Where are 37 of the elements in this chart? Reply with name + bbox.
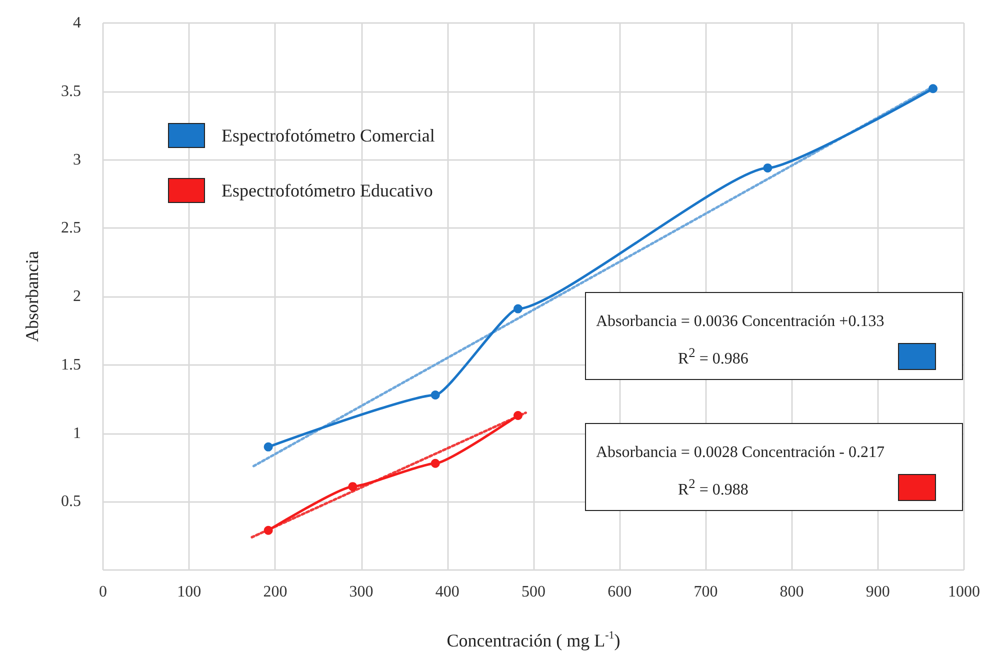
y-tick-label: 0.5 [61, 493, 81, 510]
point [514, 304, 522, 314]
point [514, 410, 522, 420]
y-tick-label: 1.5 [61, 356, 81, 374]
annotation: Absorbancia = 0.0028 Concentración - 0.217 [596, 444, 885, 462]
y-tick-label: 2.5 [61, 220, 81, 237]
point [264, 442, 273, 452]
point [430, 458, 440, 468]
y-tick-label: 3.5 [61, 82, 81, 100]
point [348, 482, 358, 492]
annotation: Absorbancia = 0.0036 Concentración +0.133 [596, 313, 884, 331]
x-tick-label: 500 [522, 584, 546, 600]
x-tick-label: 600 [608, 584, 632, 600]
point [430, 390, 440, 400]
y-tick-label: 3 [73, 151, 81, 168]
x-tick-label: 300 [349, 584, 374, 600]
annotation: R$^{2}$ = 0.988 [678, 476, 748, 500]
x-tick-label: 400 [435, 584, 460, 600]
x-tick-label: 100 [177, 584, 202, 600]
y-axis-title: Absorbancia [22, 251, 42, 342]
equation-box: Absorbancia = 0.0036 Concentración +0.133 R$^{2}$ = 0.986 [585, 292, 963, 380]
x-tick-label: 200 [263, 584, 288, 600]
point [928, 84, 938, 94]
x-tick-label: 700 [694, 584, 718, 600]
legend-label: Espectrofotómetro Educativo [222, 180, 433, 200]
x-tick-label: 1000 [948, 584, 980, 600]
point [763, 163, 772, 172]
y-tick-label: 4 [73, 14, 81, 32]
y-tick-label: 1 [73, 424, 81, 442]
equation-box: Absorbancia = 0.0028 Concentración - 0.217 R$^{2}$ = 0.988 [585, 423, 963, 511]
x-tick-label: 900 [866, 584, 890, 600]
x-tick-label: 0 [99, 584, 107, 600]
point [264, 526, 273, 535]
y-tick-label: 2 [73, 288, 81, 305]
legend-label: Espectrofotómetro Comercial [222, 126, 435, 146]
annotation: R$^{2}$ = 0.986 [678, 345, 748, 368]
x-tick-label: 800 [780, 584, 804, 600]
